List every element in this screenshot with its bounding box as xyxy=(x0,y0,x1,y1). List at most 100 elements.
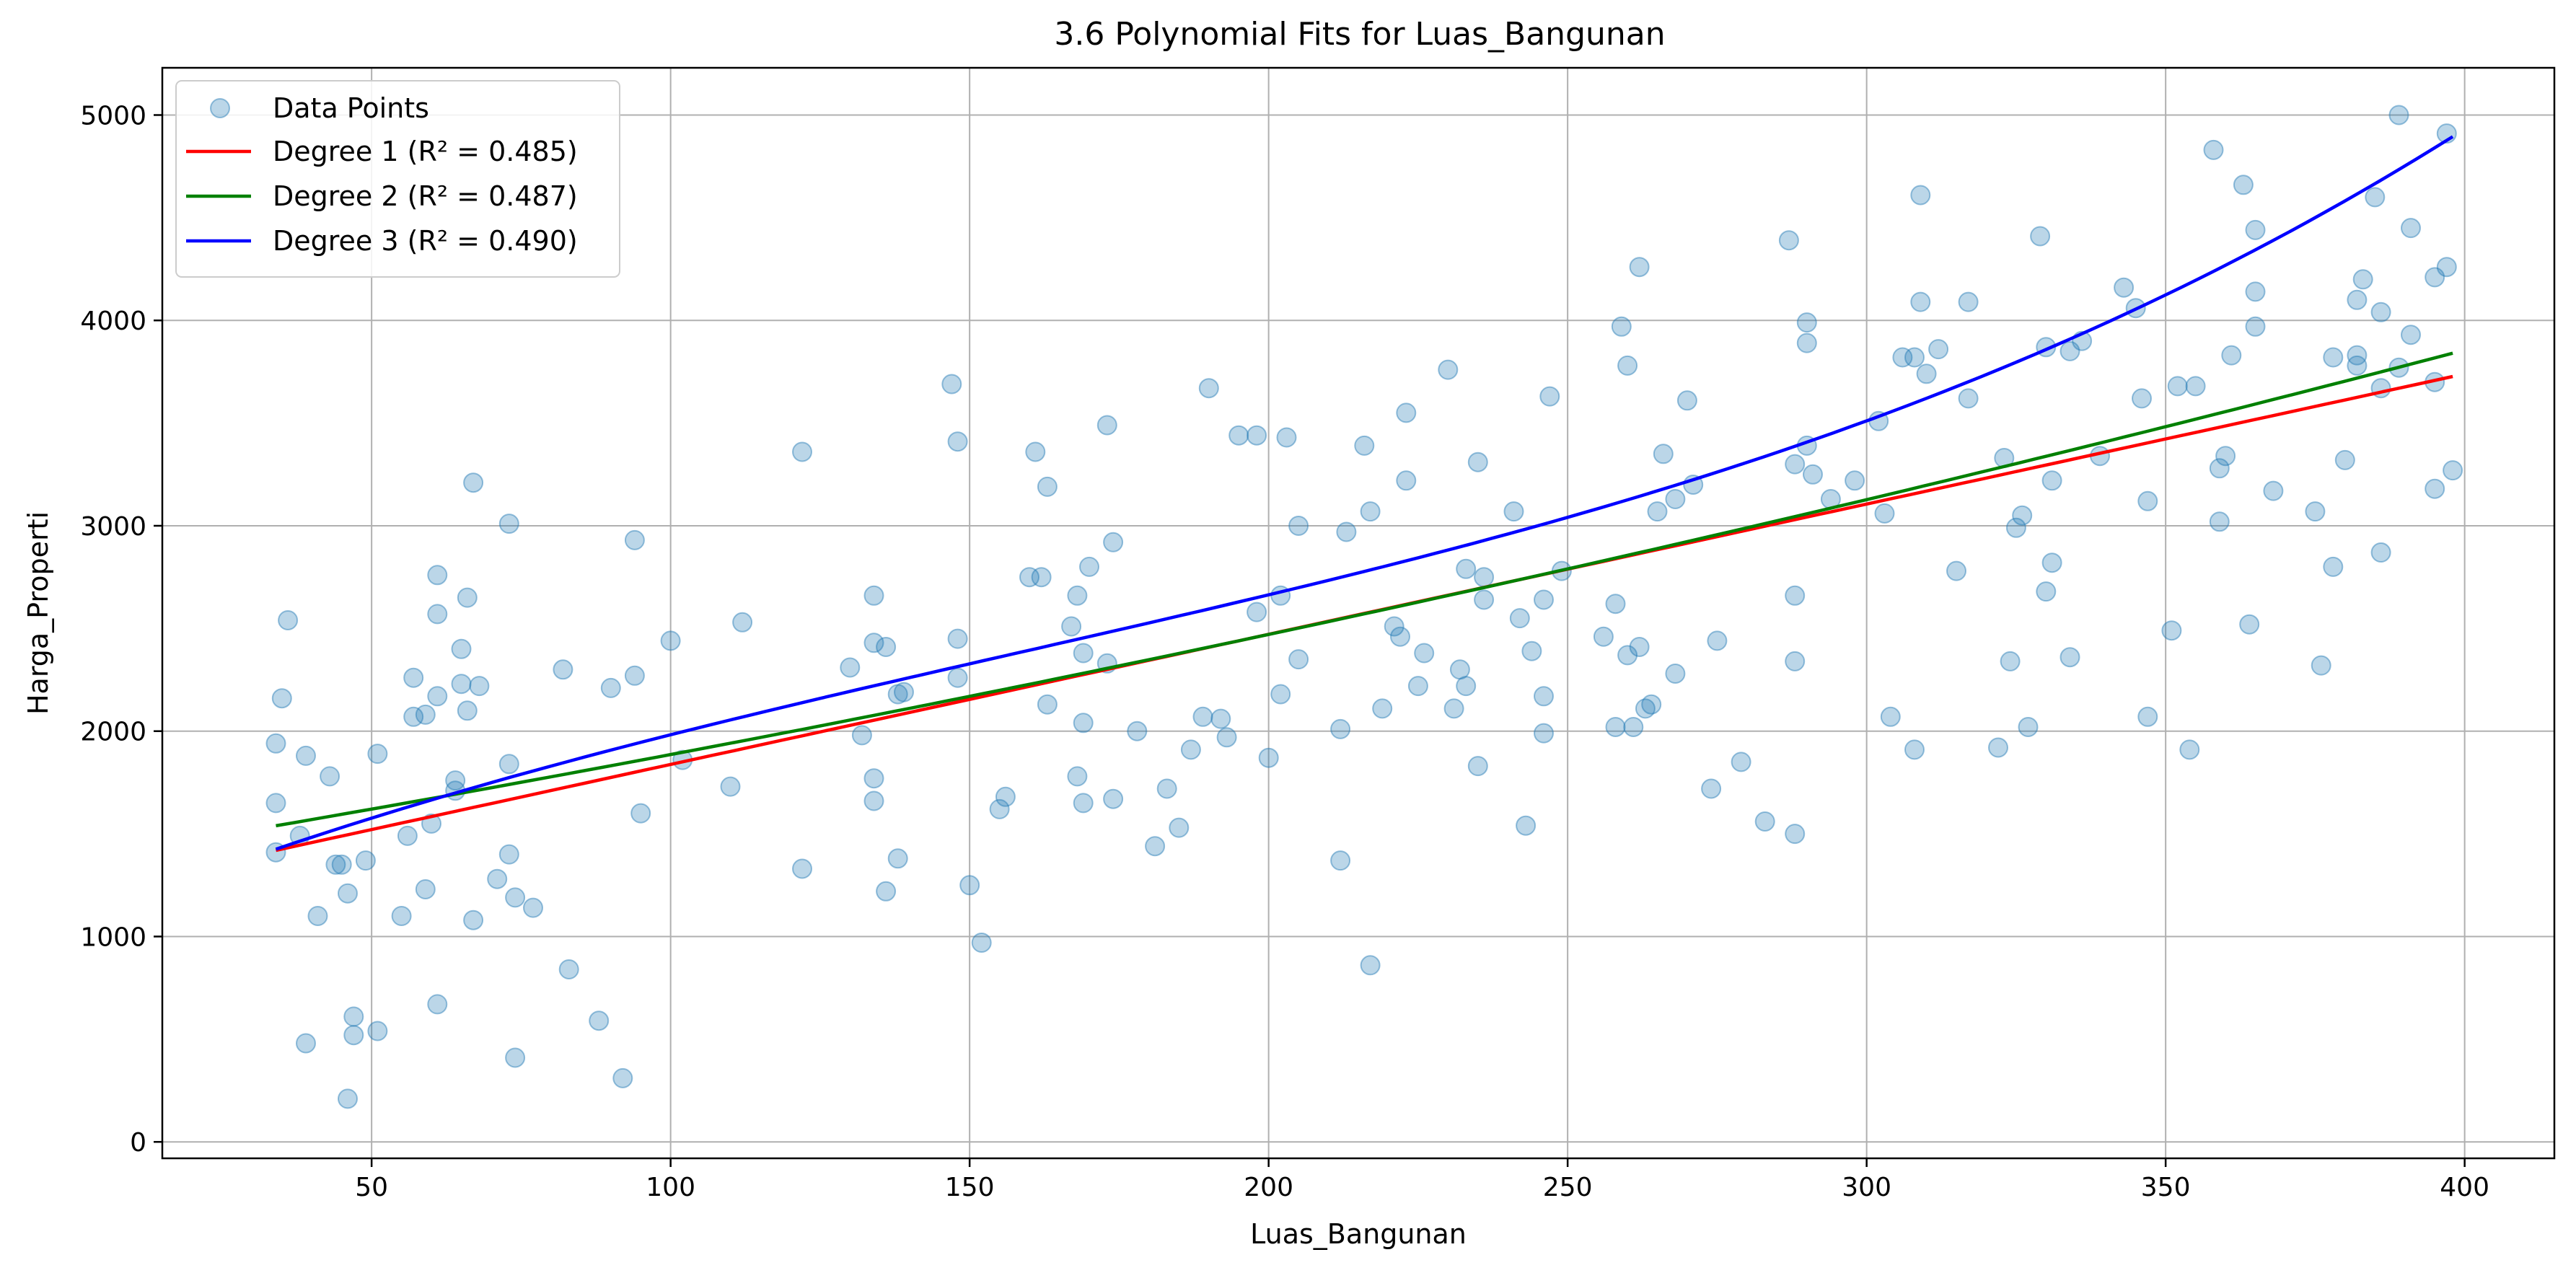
data-point xyxy=(2245,281,2266,302)
y-tick-label: 0 xyxy=(130,1128,146,1158)
data-point xyxy=(1390,626,1410,647)
data-point xyxy=(296,1033,316,1054)
data-point xyxy=(2000,651,2021,671)
data-point xyxy=(1354,435,1375,456)
data-point xyxy=(971,933,992,953)
data-point xyxy=(2060,647,2080,668)
data-point xyxy=(2311,655,2331,676)
grid xyxy=(162,68,2554,1158)
data-point xyxy=(457,700,478,721)
data-point xyxy=(2347,289,2368,310)
data-point xyxy=(1958,388,1979,409)
data-point xyxy=(1503,501,1524,522)
data-point xyxy=(427,604,448,625)
data-point xyxy=(1593,626,1614,647)
data-point xyxy=(463,472,484,493)
data-point xyxy=(325,854,346,875)
data-point xyxy=(1635,698,1656,719)
data-point xyxy=(2209,511,2230,532)
data-point xyxy=(947,431,968,452)
data-point xyxy=(397,825,418,846)
data-point xyxy=(1096,415,1117,436)
fit-line-degree-3 xyxy=(275,135,2454,851)
data-point xyxy=(1509,608,1530,629)
data-point xyxy=(2041,470,2062,491)
data-point xyxy=(1037,694,1058,715)
data-point xyxy=(2161,620,2182,641)
data-point xyxy=(941,374,962,395)
data-point xyxy=(2215,446,2236,467)
data-point xyxy=(1516,815,1537,836)
y-tick-label: 2000 xyxy=(80,718,146,747)
data-point xyxy=(1605,594,1626,615)
data-point xyxy=(451,674,472,695)
data-point xyxy=(2167,376,2188,397)
data-point xyxy=(1845,470,1865,491)
data-point xyxy=(1037,476,1058,497)
data-point xyxy=(1270,684,1291,705)
data-point xyxy=(1904,739,1925,760)
data-point xyxy=(2425,267,2445,288)
x-tick-label: 400 xyxy=(2440,1173,2489,1202)
data-point xyxy=(498,514,519,534)
data-point xyxy=(851,725,872,746)
plot-frame xyxy=(161,66,2556,1160)
data-point xyxy=(1676,390,1697,411)
data-point xyxy=(2425,478,2445,499)
data-point xyxy=(1073,643,1094,664)
data-point xyxy=(2323,347,2344,368)
data-point xyxy=(451,638,472,659)
data-point xyxy=(2347,355,2368,376)
data-point xyxy=(487,868,508,889)
data-point xyxy=(469,676,490,697)
data-point xyxy=(2137,490,2158,511)
data-point xyxy=(1079,556,1099,577)
data-point xyxy=(403,667,424,688)
data-point xyxy=(1796,332,1817,353)
fit-line-degree-2 xyxy=(276,351,2453,828)
data-point xyxy=(1443,698,1464,719)
data-point xyxy=(1127,721,1148,741)
data-point xyxy=(367,744,388,765)
data-point xyxy=(463,909,484,930)
data-point xyxy=(1467,452,1488,472)
data-point xyxy=(2263,480,2284,501)
data-point xyxy=(1611,316,1632,337)
data-point xyxy=(624,529,645,550)
data-point xyxy=(1731,752,1751,772)
data-point xyxy=(1916,364,1937,384)
data-point xyxy=(1701,778,1722,799)
data-point xyxy=(876,881,897,902)
data-point xyxy=(1258,747,1279,768)
data-point xyxy=(2436,257,2457,278)
legend-box xyxy=(175,80,620,278)
data-point xyxy=(1067,585,1088,606)
data-point xyxy=(331,854,352,875)
data-point xyxy=(1145,836,1166,857)
data-point xyxy=(1605,717,1626,737)
data-point xyxy=(1247,602,1267,622)
data-point xyxy=(1534,686,1554,707)
data-point xyxy=(505,887,526,908)
data-point xyxy=(2233,175,2254,195)
x-tick-label: 300 xyxy=(1842,1173,1891,1202)
data-point xyxy=(1785,651,1806,671)
data-point xyxy=(1288,649,1309,670)
data-point xyxy=(1880,706,1901,727)
data-point xyxy=(2401,325,2421,345)
data-point xyxy=(1216,727,1237,748)
data-point xyxy=(2041,552,2062,573)
y-tick-label: 3000 xyxy=(80,512,146,542)
data-point xyxy=(1796,312,1817,333)
x-axis-label: Luas_Bangunan xyxy=(1250,1218,1467,1250)
data-point xyxy=(1534,723,1554,744)
data-point xyxy=(1623,717,1644,737)
data-point xyxy=(367,1021,388,1041)
data-point xyxy=(1665,489,1686,509)
data-point xyxy=(1288,516,1309,536)
data-point xyxy=(2352,269,2373,290)
legend-label-degree-1: Degree 1 (R² = 0.485) xyxy=(273,136,578,167)
data-point xyxy=(2005,517,2026,538)
data-point xyxy=(415,879,436,899)
fit-lines xyxy=(275,135,2454,853)
